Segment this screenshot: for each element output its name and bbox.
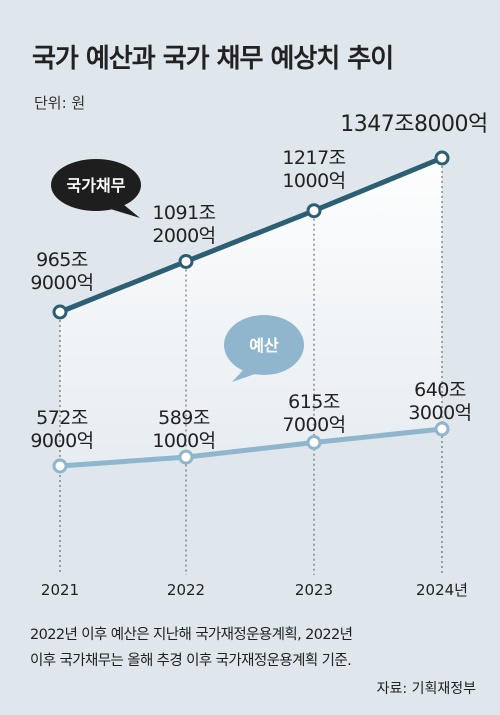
budget-data-label: 615조 — [288, 391, 340, 413]
debt-legend-bubble-tail — [104, 200, 140, 218]
debt-point — [52, 304, 68, 320]
budget-point — [434, 421, 450, 437]
budget-line — [59, 426, 443, 469]
debt-legend-bubble-text: 국가채무 — [67, 176, 126, 195]
budget-legend-bubble: 예산 — [224, 315, 304, 382]
budget-data-label: 7000억 — [282, 414, 345, 436]
x-tick-label: 2023 — [295, 581, 333, 599]
debt-point — [434, 150, 450, 166]
debt-data-label: 1091조 — [152, 202, 215, 224]
x-tick-label: 2022 — [167, 581, 205, 599]
x-tick-label: 2024년 — [416, 581, 468, 599]
debt-data-label: 2000억 — [152, 225, 215, 247]
x-tick-label: 2021 — [41, 581, 79, 599]
debt-data-label: 1000억 — [282, 170, 345, 192]
budget-data-label: 640조 — [414, 379, 466, 401]
debt-data-label: 965조 — [36, 249, 88, 271]
debt-legend-bubble-shape — [51, 159, 141, 211]
debt-point — [178, 253, 194, 269]
budget-data-label: 589조 — [158, 407, 210, 429]
budget-legend-bubble-text: 예산 — [249, 336, 279, 355]
unit-label: 단위: 원 — [34, 94, 86, 112]
source-label: 자료: 기획재정부 — [376, 681, 476, 697]
chart-title: 국가 예산과 국가 채무 예상치 추이 — [32, 44, 394, 74]
area-fill — [60, 158, 442, 466]
debt-data-label: 1347조8000억 — [340, 112, 487, 137]
debt-line — [59, 155, 443, 315]
budget-point — [306, 435, 322, 451]
footnote-line-1: 2022년 이후 예산은 지난해 국가재정운용계획, 2022년 — [30, 627, 353, 643]
debt-data-label: 9000억 — [30, 272, 93, 294]
debt-data-label: 1217조 — [282, 147, 345, 169]
budget-point — [52, 458, 68, 474]
debt-point — [306, 203, 322, 219]
budget-data-label: 3000억 — [408, 402, 471, 424]
budget-data-label: 9000억 — [30, 430, 93, 452]
budget-legend-bubble-tail — [232, 368, 258, 382]
debt-legend-bubble: 국가채무 — [51, 159, 141, 218]
budget-legend-bubble-shape — [224, 315, 304, 375]
budget-point — [178, 449, 194, 465]
footnote-line-2: 이후 국가채무는 올해 추경 이후 국가재정운용계획 기준. — [30, 653, 352, 669]
footnote: 2022년 이후 예산은 지난해 국가재정운용계획, 2022년 이후 국가채무… — [30, 622, 490, 674]
budget-data-label: 1000억 — [152, 430, 215, 452]
budget-data-label: 572조 — [36, 407, 88, 429]
